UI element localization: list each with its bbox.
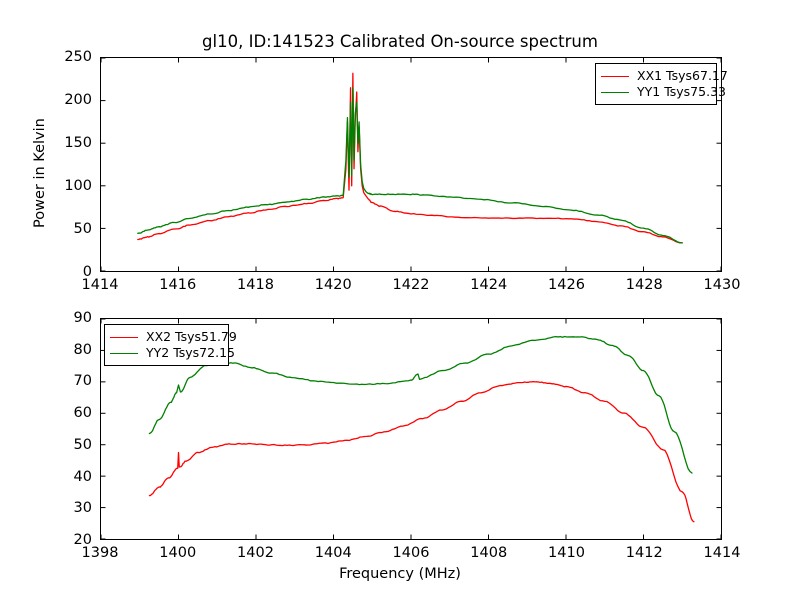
legend-label: XX2 Tsys51.79 xyxy=(146,329,237,344)
legend-label: YY1 Tsys75.33 xyxy=(637,84,726,99)
bottom-panel-plot-area xyxy=(100,318,722,540)
data-series-line xyxy=(149,337,692,473)
x-axis-tick-label: 1418 xyxy=(237,277,274,293)
x-axis-tick-label: 1408 xyxy=(470,545,508,561)
x-axis-tick-label: 1410 xyxy=(548,545,585,561)
legend-line-swatch-icon xyxy=(110,336,138,338)
y-axis-tick-label: 100 xyxy=(64,178,92,194)
legend-line-swatch-icon xyxy=(601,75,629,77)
x-axis-tick-label: 1430 xyxy=(703,277,741,293)
y-axis-tick-label: 90 xyxy=(73,310,92,326)
bottom-legend-entry: XX2 Tsys51.79 xyxy=(110,329,237,345)
y-axis-tick-label: 250 xyxy=(64,49,92,65)
y-axis-tick-label: 150 xyxy=(64,135,92,151)
x-axis-tick-label: 1414 xyxy=(81,277,119,293)
x-axis-tick-label: 1426 xyxy=(548,277,585,293)
y-axis-tick-label: 50 xyxy=(73,221,92,237)
x-axis-tick-label: 1416 xyxy=(159,277,197,293)
y-axis-tick-label: 0 xyxy=(82,264,92,280)
y-axis-tick-label: 80 xyxy=(73,341,92,358)
y-axis-tick-label: 70 xyxy=(73,373,92,390)
bottom-panel-legend: XX2 Tsys51.79 YY2 Tsys72.15 xyxy=(104,324,237,366)
top-legend-entry: YY1 Tsys75.33 xyxy=(601,84,726,100)
y-axis-tick-label: 60 xyxy=(73,405,92,422)
legend-line-swatch-icon xyxy=(601,91,629,93)
x-axis-tick-label: 1404 xyxy=(314,545,352,561)
top-panel-ylabel: Power in Kelvin xyxy=(32,118,48,228)
top-panel-plot-area xyxy=(100,57,722,272)
y-axis-tick-label: 200 xyxy=(64,92,92,108)
y-axis-tick-label: 30 xyxy=(73,500,92,517)
x-axis-tick-label: 1406 xyxy=(392,545,430,561)
x-axis-tick-label: 1402 xyxy=(237,545,274,561)
x-axis-tick-label: 1400 xyxy=(159,545,197,561)
x-axis-tick-label: 1398 xyxy=(81,545,119,561)
x-axis-tick-label: 1420 xyxy=(314,277,352,293)
top-panel-legend: XX1 Tsys67.17 YY1 Tsys75.33 xyxy=(595,63,728,105)
bottom-panel-xlabel: Frequency (MHz) xyxy=(339,566,461,582)
figure-title: gl10, ID:141523 Calibrated On-source spe… xyxy=(202,32,598,51)
x-axis-tick-label: 1422 xyxy=(392,277,430,293)
y-axis-tick-label: 40 xyxy=(73,468,92,485)
data-series-line xyxy=(138,88,682,243)
y-axis-tick-label: 20 xyxy=(73,532,92,548)
legend-label: YY2 Tsys72.15 xyxy=(146,345,235,360)
x-axis-tick-label: 1424 xyxy=(470,277,508,293)
bottom-legend-entry: YY2 Tsys72.15 xyxy=(110,345,235,361)
top-legend-entry: XX1 Tsys67.17 xyxy=(601,68,728,84)
data-series-line xyxy=(138,73,682,243)
data-series-line xyxy=(149,382,693,522)
x-axis-tick-label: 1428 xyxy=(625,277,663,293)
legend-label: XX1 Tsys67.17 xyxy=(637,68,728,83)
x-axis-tick-label: 1414 xyxy=(703,545,741,561)
legend-line-swatch-icon xyxy=(110,352,138,354)
x-axis-tick-label: 1412 xyxy=(625,545,663,561)
y-axis-tick-label: 50 xyxy=(73,436,92,453)
